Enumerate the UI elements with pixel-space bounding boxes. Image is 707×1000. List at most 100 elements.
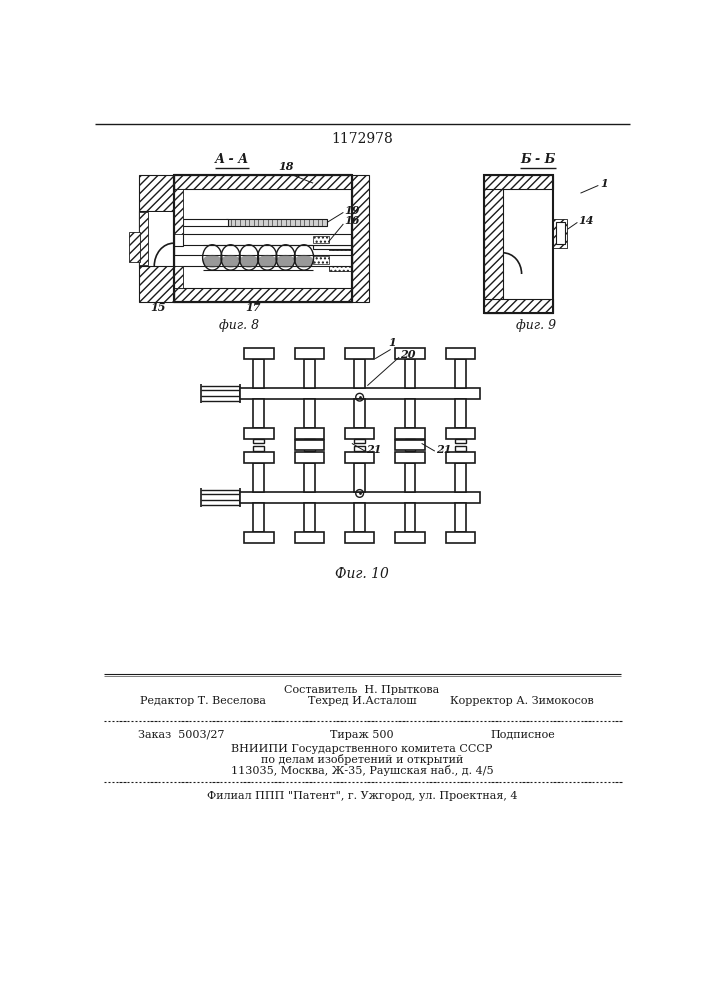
Bar (455, 463, 466, 492)
Text: Редактор Т. Веселова: Редактор Т. Веселова (140, 696, 266, 706)
Bar (345, 428, 374, 439)
Bar (253, 463, 264, 492)
Bar (404, 359, 416, 388)
Bar (354, 446, 365, 451)
Bar (313, 245, 352, 249)
Bar (455, 359, 466, 388)
Text: 17: 17 (245, 302, 260, 313)
Bar (129, 232, 139, 262)
Ellipse shape (276, 255, 296, 268)
Bar (174, 255, 352, 266)
Bar (345, 452, 374, 463)
Bar (445, 428, 475, 439)
Bar (445, 532, 475, 543)
Text: 21: 21 (436, 444, 451, 455)
Bar (139, 212, 148, 265)
Bar (445, 452, 475, 463)
Bar (304, 399, 315, 428)
Bar (174, 288, 352, 302)
Bar (484, 299, 554, 312)
Bar (174, 175, 352, 189)
Bar (253, 439, 264, 443)
Bar (244, 532, 274, 543)
Bar (244, 348, 274, 359)
Bar (556, 222, 565, 244)
Text: 15: 15 (151, 302, 166, 313)
Bar (313, 235, 329, 243)
Text: Филиал ППП "Патент", г. Ужгород, ул. Проектная, 4: Филиал ППП "Патент", г. Ужгород, ул. Про… (206, 791, 518, 801)
Text: Подписное: Подписное (490, 730, 555, 740)
Bar (295, 348, 324, 359)
Bar (174, 266, 183, 288)
Text: 113035, Москва, Ж-35, Раушская наб., д. 4/5: 113035, Москва, Ж-35, Раушская наб., д. … (230, 765, 493, 776)
Bar (554, 219, 567, 248)
Text: по делам изобретений и открытий: по делам изобретений и открытий (261, 754, 463, 765)
Text: Б - Б: Б - Б (520, 153, 556, 166)
Text: 21: 21 (366, 444, 381, 455)
Text: Фиг. 10: Фиг. 10 (335, 567, 389, 581)
Bar (484, 175, 554, 189)
Bar (404, 463, 416, 492)
Bar (503, 189, 554, 299)
Text: Составитель  Н. Прыткова: Составитель Н. Прыткова (284, 685, 440, 695)
Bar (295, 440, 324, 450)
Bar (354, 399, 365, 428)
Text: 19: 19 (344, 205, 360, 216)
Text: Заказ  5003/27: Заказ 5003/27 (138, 730, 225, 740)
Text: Тираж 500: Тираж 500 (330, 730, 394, 740)
Bar (174, 219, 183, 246)
Text: Техред И.Асталош: Техред И.Асталош (308, 696, 416, 706)
Bar (354, 503, 365, 532)
Bar (455, 503, 466, 532)
Bar (295, 428, 324, 439)
Bar (484, 175, 554, 312)
Text: 20: 20 (400, 349, 416, 360)
Text: фиг. 8: фиг. 8 (219, 319, 259, 332)
Bar (244, 428, 274, 439)
Bar (354, 359, 365, 388)
Bar (304, 463, 315, 492)
Bar (404, 399, 416, 428)
Text: 1172978: 1172978 (331, 132, 393, 146)
Bar (345, 348, 374, 359)
Bar (139, 175, 174, 302)
Bar (395, 428, 425, 439)
Bar (404, 439, 416, 443)
Bar (395, 440, 425, 450)
Text: фиг. 9: фиг. 9 (516, 319, 556, 332)
Bar (146, 212, 170, 265)
Bar (404, 503, 416, 532)
Ellipse shape (239, 255, 259, 268)
Bar (304, 503, 315, 532)
Bar (395, 452, 425, 463)
Bar (253, 446, 264, 451)
Text: 14: 14 (578, 215, 594, 226)
Bar (253, 399, 264, 428)
Bar (455, 399, 466, 428)
Bar (313, 256, 329, 264)
Text: 1: 1 (388, 337, 396, 348)
Text: 18: 18 (279, 161, 293, 172)
Ellipse shape (203, 255, 222, 268)
Ellipse shape (257, 255, 277, 268)
Bar (174, 175, 352, 302)
Ellipse shape (294, 255, 314, 268)
Bar (304, 446, 315, 451)
Bar (226, 219, 327, 226)
Bar (244, 452, 274, 463)
Bar (304, 359, 315, 388)
Bar (404, 446, 416, 451)
Bar (139, 211, 174, 266)
Bar (240, 388, 480, 399)
Bar (395, 532, 425, 543)
Bar (445, 348, 475, 359)
Bar (455, 439, 466, 443)
Bar (329, 260, 352, 271)
Bar (395, 348, 425, 359)
Bar (484, 175, 503, 312)
Bar (354, 463, 365, 492)
Bar (174, 189, 183, 234)
Bar (313, 260, 352, 264)
Text: А - А: А - А (215, 153, 249, 166)
Bar (174, 219, 228, 226)
